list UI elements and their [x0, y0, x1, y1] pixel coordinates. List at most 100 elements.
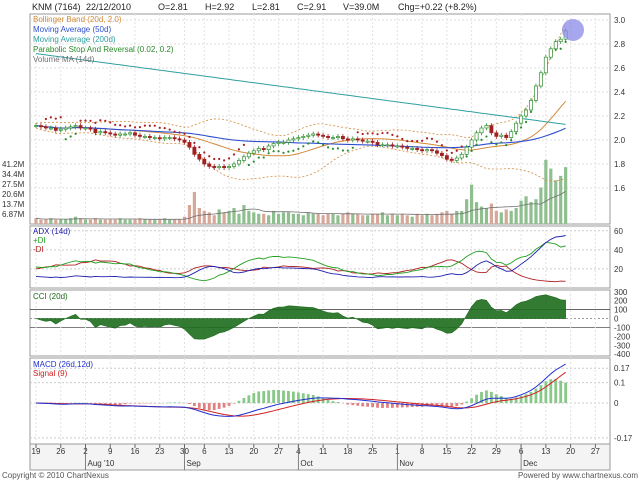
sar-dot [520, 126, 522, 128]
sar-dot [208, 155, 210, 157]
volume-bar [520, 201, 523, 224]
sar-dot [243, 144, 245, 146]
macd-ytick: 0 [614, 399, 619, 408]
macd-panel [30, 358, 610, 444]
macd-histogram-bar [267, 390, 270, 403]
x-tick-label: 29 [492, 447, 501, 456]
macd-histogram-bar [287, 391, 290, 403]
x-tick-label: 22 [467, 447, 476, 456]
macd-histogram-bar [366, 403, 369, 407]
adx-ytick: 60 [614, 227, 623, 236]
candle-body [559, 39, 562, 41]
candle-body [317, 134, 320, 135]
x-tick-label: 13 [541, 447, 550, 456]
candle-body [69, 127, 72, 128]
price-ytick: 2.4 [614, 88, 626, 97]
volume-bar [247, 211, 250, 224]
macd-histogram-bar [525, 394, 528, 403]
sar-dot [327, 146, 329, 148]
candle-body [465, 147, 468, 154]
x-tick-label: 8 [420, 447, 425, 456]
candle-body [227, 166, 230, 167]
sar-dot [277, 150, 279, 152]
candle-body [366, 141, 369, 142]
x-tick-label: 26 [56, 447, 65, 456]
sar-dot [89, 120, 91, 122]
volume-bar [500, 212, 503, 224]
sar-dot [114, 124, 116, 126]
macd-histogram-bar [337, 402, 340, 403]
volume-bar [232, 208, 235, 224]
sar-dot [188, 136, 190, 138]
sar-dot [149, 125, 151, 127]
legend-macd: MACD (26d,12d) [33, 360, 93, 369]
candle-body [124, 134, 127, 135]
candle-body [391, 145, 394, 146]
sar-dot [426, 137, 428, 139]
macd-histogram-bar [327, 400, 330, 403]
macd-ytick: 0.1 [614, 379, 626, 388]
sar-dot [144, 124, 146, 126]
volume-ytick: 6.87M [2, 210, 25, 219]
sar-dot [174, 130, 176, 132]
price-ytick: 1.6 [614, 184, 626, 193]
macd-histogram-bar [238, 401, 241, 403]
sar-dot [139, 126, 141, 128]
macd-histogram-bar [406, 403, 409, 407]
candle-body [292, 139, 295, 140]
sar-dot [312, 140, 314, 142]
candle-body [376, 142, 379, 144]
sar-dot [159, 127, 161, 129]
header-change: Chg=+0.22 (+8.2%) [398, 2, 477, 12]
sar-dot [134, 126, 136, 128]
macd-histogram-bar [173, 402, 176, 403]
volume-bar [173, 220, 176, 224]
volume-bar [44, 220, 47, 224]
candle-body [421, 150, 424, 151]
candle-body [119, 134, 122, 135]
macd-histogram-bar [371, 403, 374, 407]
candle-body [143, 136, 146, 137]
sar-dot [198, 146, 200, 148]
candle-body [109, 133, 112, 134]
volume-bar [109, 220, 112, 224]
sar-dot [55, 118, 57, 120]
volume-bar [351, 214, 354, 224]
volume-bar [128, 220, 131, 224]
sar-dot [337, 147, 339, 149]
candle-body [193, 147, 196, 154]
candle-body [322, 135, 325, 136]
candle-body [386, 145, 389, 146]
cci-ytick: -200 [614, 332, 631, 341]
macd-histogram-bar [460, 403, 463, 404]
candle-body [282, 142, 285, 143]
volume-bar [435, 214, 438, 224]
macd-histogram-bar [119, 403, 122, 405]
candle-body [416, 148, 419, 149]
sar-dot [268, 152, 270, 154]
candle-body [188, 142, 191, 147]
sar-dot [104, 120, 106, 122]
sar-dot [317, 141, 319, 143]
volume-bar [297, 214, 300, 224]
candle-body [49, 128, 52, 129]
sar-dot [292, 150, 294, 152]
macd-histogram-bar [485, 390, 488, 403]
sar-dot [124, 125, 126, 127]
volume-bar [539, 188, 542, 224]
sar-dot [213, 158, 215, 160]
sar-dot [154, 125, 156, 127]
volume-bar [188, 205, 191, 224]
volume-bar [322, 215, 325, 224]
sar-dot [401, 138, 403, 140]
x-tick-label: 18 [343, 447, 352, 456]
volume-bar [252, 212, 255, 224]
volume-bar [549, 169, 552, 224]
legend-signal: Signal (9) [33, 369, 68, 378]
candle-body [247, 153, 250, 157]
candle-body [64, 128, 67, 129]
candle-body [203, 159, 206, 164]
candle-body [510, 132, 513, 138]
